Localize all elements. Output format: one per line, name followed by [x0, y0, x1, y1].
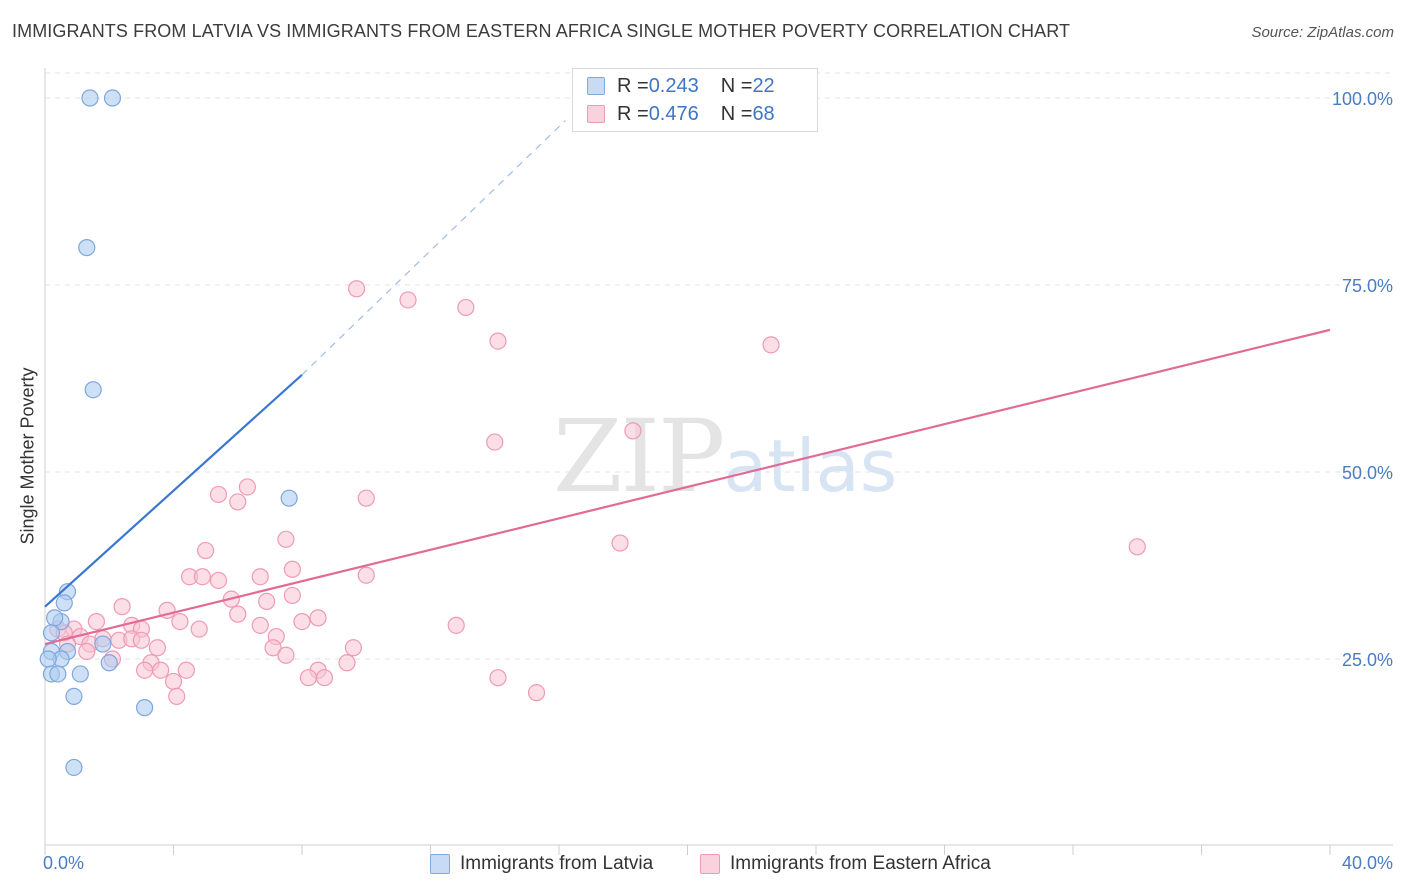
eastern-africa-point — [527, 684, 546, 702]
eastern-africa-point — [209, 571, 228, 590]
latvia-point — [39, 650, 57, 668]
eastern-africa-point — [489, 332, 507, 350]
x-tick-label: 0.0% — [43, 853, 84, 873]
eastern-africa-point — [258, 592, 276, 611]
eastern-africa-point — [152, 661, 170, 679]
y-axis-label: Single Mother Poverty — [17, 367, 38, 545]
eastern-africa-point — [113, 598, 131, 616]
legend-item-eastern-africa: Immigrants from Eastern Africa — [700, 850, 991, 878]
latvia-point — [65, 687, 83, 706]
eastern-africa-point — [315, 669, 334, 687]
legend-row-latvia: R = 0.243 N = 22 — [587, 73, 775, 99]
eastern-africa-point — [344, 639, 362, 657]
n-label: N = — [720, 74, 753, 97]
eastern-africa-swatch — [587, 105, 605, 123]
eastern-africa-point — [357, 489, 375, 507]
latvia-legend-swatch — [430, 854, 450, 874]
eastern-africa-point — [168, 687, 186, 706]
watermark-atlas: atlas — [723, 424, 898, 508]
y-tick-label: 50.0% — [1342, 463, 1393, 483]
latvia-point — [103, 89, 122, 107]
latvia-point — [94, 635, 112, 653]
eastern-africa-point — [357, 566, 375, 584]
x-tick-label: 40.0% — [1342, 853, 1393, 873]
latvia-trendline-extension — [301, 120, 566, 376]
eastern-africa-point — [135, 661, 154, 679]
y-tick-label: 25.0% — [1342, 650, 1393, 670]
latvia-trendline — [44, 373, 303, 608]
eastern-africa-point — [148, 639, 167, 657]
eastern-africa-point — [251, 616, 269, 634]
eastern-africa-point — [238, 478, 256, 496]
eastern-africa-trendline — [44, 328, 1331, 646]
eastern-africa-point — [190, 620, 208, 638]
latvia-point — [280, 489, 298, 507]
eastern-africa-point — [447, 616, 465, 634]
watermark-zip: ZIP — [553, 398, 725, 515]
eastern-africa-point — [171, 612, 189, 631]
n-value: 22 — [752, 74, 775, 97]
eastern-africa-point — [624, 422, 642, 440]
eastern-africa-point — [197, 541, 215, 560]
correlation-legend: R = 0.243 N = 22 R = 0.476 N = 68 — [572, 68, 818, 132]
eastern-africa-point — [209, 485, 228, 504]
eastern-africa-point — [348, 280, 366, 298]
source-credit: Source: ZipAtlas.com — [1251, 24, 1394, 41]
eastern-africa-point — [132, 631, 150, 649]
latvia-swatch — [587, 77, 605, 95]
eastern-africa-point — [299, 669, 318, 687]
eastern-africa-point — [1128, 538, 1146, 556]
eastern-africa-point — [229, 605, 247, 623]
latvia-point — [42, 624, 61, 642]
latvia-point — [78, 239, 96, 257]
n-label: N = — [720, 102, 753, 125]
legend-item-latvia: Immigrants from Latvia — [430, 850, 653, 878]
latvia-point — [81, 89, 99, 107]
eastern-africa-point — [762, 336, 780, 354]
eastern-africa-point — [277, 530, 295, 548]
eastern-africa-point — [457, 298, 475, 317]
latvia-point — [100, 654, 118, 672]
eastern-africa-point — [277, 646, 295, 664]
latvia-point — [65, 758, 83, 777]
r-value: 0.243 — [648, 74, 699, 97]
latvia-point — [71, 665, 89, 683]
legend-label-eastern-africa: Immigrants from Eastern Africa — [730, 853, 991, 874]
latvia-point — [55, 594, 73, 612]
eastern-africa-point — [164, 672, 183, 691]
eastern-africa-point — [283, 560, 301, 578]
latvia-point — [49, 665, 67, 683]
watermark: ZIPatlas — [553, 398, 897, 515]
r-label: R = — [617, 74, 649, 97]
eastern-africa-point — [87, 612, 106, 631]
eastern-africa-point — [338, 654, 356, 672]
y-tick-label: 100.0% — [1332, 89, 1393, 109]
y-tick-label: 75.0% — [1342, 276, 1393, 296]
eastern-africa-point — [193, 568, 212, 586]
legend-label-latvia: Immigrants from Latvia — [460, 853, 654, 874]
r-value: 0.476 — [648, 102, 699, 125]
latvia-point — [84, 381, 102, 399]
eastern-africa-point — [283, 586, 301, 605]
eastern-africa-point — [486, 433, 504, 451]
eastern-africa-point — [309, 609, 327, 627]
eastern-africa-point — [78, 642, 96, 661]
eastern-africa-legend-swatch — [700, 854, 720, 874]
eastern-africa-point — [399, 291, 417, 309]
legend-row-eastern-africa: R = 0.476 N = 68 — [587, 101, 775, 127]
eastern-africa-point — [264, 639, 282, 657]
latvia-point — [135, 699, 154, 717]
eastern-africa-point — [489, 669, 507, 687]
latvia-point — [46, 609, 64, 627]
n-value: 68 — [752, 102, 775, 125]
eastern-africa-point — [229, 493, 247, 511]
eastern-africa-point — [251, 568, 269, 586]
eastern-africa-point — [293, 612, 311, 631]
r-label: R = — [617, 102, 649, 125]
eastern-africa-point — [611, 534, 629, 552]
chart-title: IMMIGRANTS FROM LATVIA VS IMMIGRANTS FRO… — [12, 21, 1071, 41]
eastern-africa-point — [177, 661, 195, 679]
